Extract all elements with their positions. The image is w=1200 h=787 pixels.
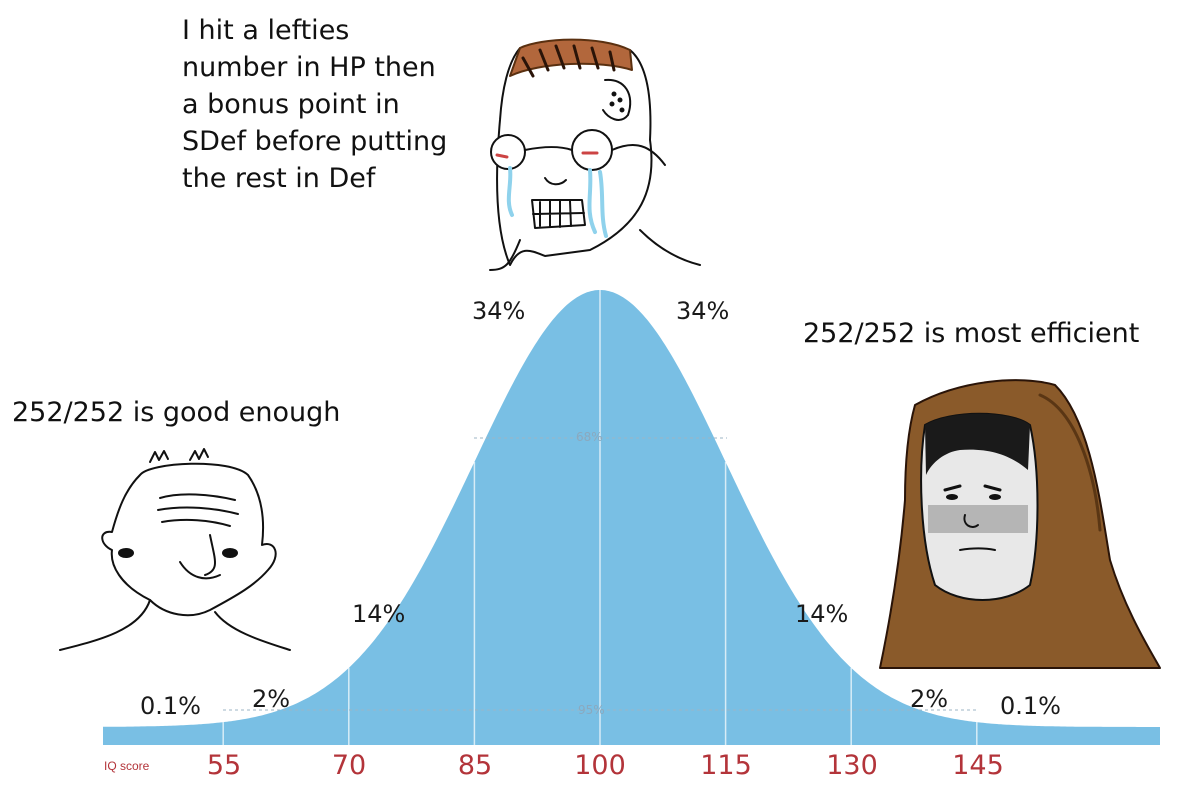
bell-curve-area [103,290,1160,745]
x-tick-label: 55 [206,750,242,781]
right-caption: 252/252 is most efficient [803,318,1140,349]
left-caption: 252/252 is good enough [12,397,341,428]
x-axis-title: IQ score [104,759,150,773]
top-caption-line: I hit a lefties [182,15,350,46]
top-caption-line: number in HP then [182,52,436,83]
band-pct-left-34: 34% [472,297,526,325]
band-pct-far-left: 0.1% [140,692,201,720]
hooded-monk-wojak [879,379,1161,669]
bell-curve-chart [103,290,1160,745]
top-caption-line: SDef before putting [182,126,448,157]
x-tick-label: 115 [700,750,752,781]
band-pct-right-34: 34% [676,297,730,325]
x-tick-label: 145 [952,750,1004,781]
smiling-brainlet-wojak [59,448,291,651]
band-pct-left-2: 2% [252,685,291,713]
inner-label-95: 95% [578,703,605,717]
band-pct-right-14: 14% [795,600,849,628]
band-pct-left-14: 14% [352,600,406,628]
crying-glasses-wojak [489,38,701,271]
sd-divider-lines [222,290,978,745]
x-tick-label: 130 [826,750,878,781]
band-pct-far-right: 0.1% [1000,692,1061,720]
inner-label-68: 68% [576,430,603,444]
x-tick-label: 100 [574,750,626,781]
x-tick-label: 85 [457,750,493,781]
top-caption: I hit a lefties number in HP then a bonu… [182,12,447,197]
top-caption-line: a bonus point in [182,89,400,120]
x-tick-label: 70 [331,750,367,781]
band-pct-right-2: 2% [910,685,949,713]
top-caption-line: the rest in Def [182,163,376,194]
